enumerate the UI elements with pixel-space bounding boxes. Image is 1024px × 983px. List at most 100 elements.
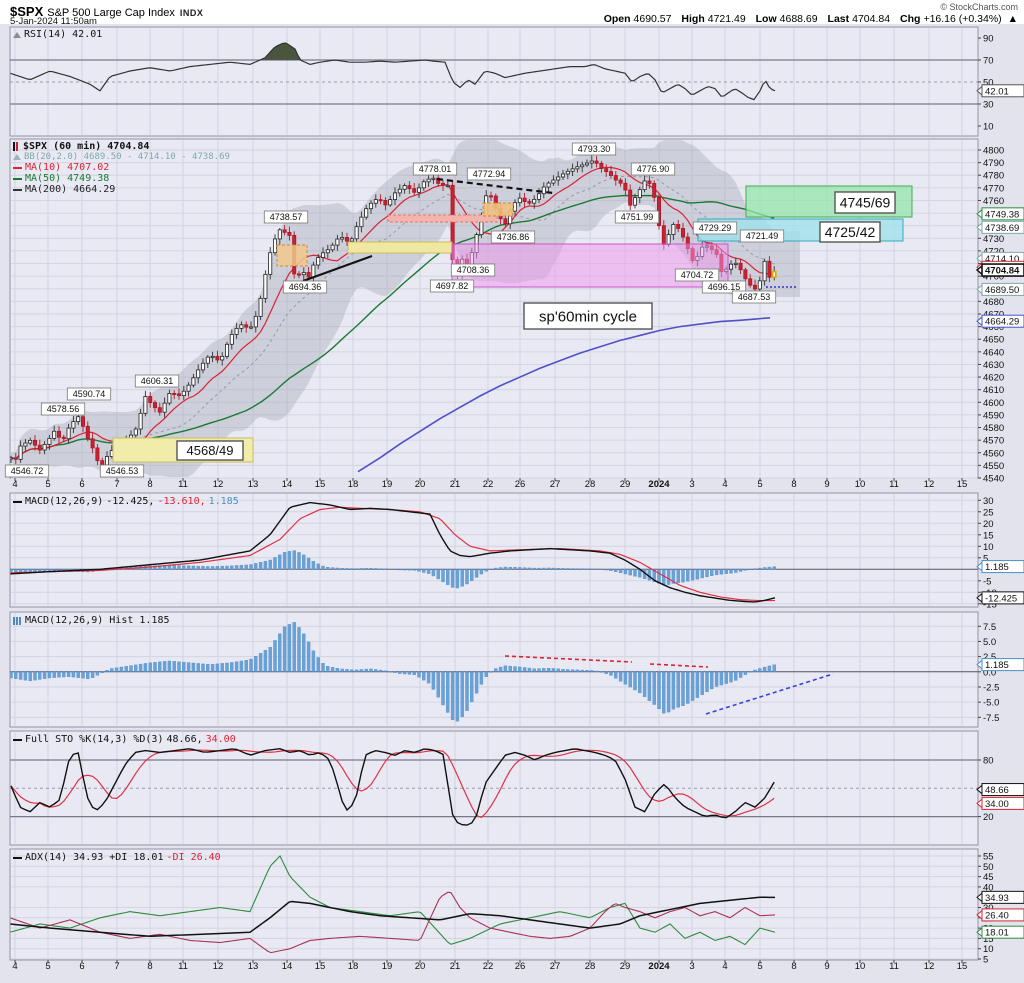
annotation-text: 4568/49 <box>187 443 234 458</box>
macd-hist-bar <box>618 569 623 574</box>
macd-hist-bar <box>215 566 220 570</box>
x-axis-label: 9 <box>824 961 829 972</box>
hist-bar <box>455 671 460 722</box>
candle-body <box>618 179 623 184</box>
macd-hist-bar <box>575 568 580 570</box>
axis-tick-label: 15 <box>983 530 994 541</box>
x-axis-label: 20 <box>415 479 426 490</box>
macd-hist-bar <box>249 564 253 570</box>
price-label-box <box>490 230 536 244</box>
x-axis-label: 19 <box>382 479 393 490</box>
candle-body <box>359 216 364 228</box>
x-axis-label: 14 <box>282 479 293 490</box>
hist-bar <box>474 671 479 694</box>
price-label-box <box>614 210 660 224</box>
hist-bar <box>556 668 560 673</box>
hist-bar <box>354 669 359 672</box>
macd-hist-bar <box>359 568 364 570</box>
candle-body <box>642 180 647 191</box>
price-label: 4696.15 <box>708 282 741 292</box>
hist-bar <box>489 671 493 673</box>
candle-body <box>532 198 537 204</box>
macd-hist-bar <box>753 568 757 570</box>
axis-tick-label: 5 <box>983 955 988 966</box>
macd-hist-bar <box>695 569 700 580</box>
low-label: Low <box>755 13 777 25</box>
candle-body <box>623 182 628 191</box>
candle-body <box>407 185 412 190</box>
macd-hist-bar <box>513 567 517 570</box>
candle-body <box>81 416 86 427</box>
macd-hist-bar <box>719 569 724 575</box>
macd-value: -12.425, <box>106 496 155 507</box>
hist-panel <box>9 611 979 728</box>
candle-body <box>263 273 268 299</box>
chg-value: +16.16 (+0.34%) <box>923 13 1002 25</box>
macd-hist-bar <box>762 567 767 570</box>
macd-hist-bar <box>316 563 320 570</box>
hist-bar <box>546 668 551 673</box>
rsi-legend-text: RSI(14) 42.01 <box>24 29 103 40</box>
histogram-icon <box>13 616 22 625</box>
hist-bar <box>297 627 301 673</box>
hist-bar <box>719 671 724 686</box>
macd-hist-bar <box>628 569 632 576</box>
candle-body <box>316 257 321 266</box>
hist-bar <box>167 660 172 673</box>
macd-hist-bar <box>729 569 733 574</box>
hist-bar <box>753 669 757 673</box>
macd-hist-bar <box>417 569 421 572</box>
macd-hist-bar <box>542 567 546 570</box>
macd-hist-bar <box>657 569 661 584</box>
adx-legend-black: ADX(14) 34.93 +DI 18.01 <box>25 852 164 863</box>
candle-body <box>157 407 162 413</box>
axis-tick-label: 4700 <box>983 272 1004 283</box>
hist-bar <box>470 671 474 703</box>
macd-hist-bar <box>450 569 455 588</box>
axis-tick-label: 25 <box>983 507 994 518</box>
candle-body <box>196 369 201 379</box>
price-label-box <box>66 387 112 401</box>
price-label: 4697.82 <box>436 281 469 291</box>
axis-tick-label: 4780 <box>983 171 1004 182</box>
hist-bar <box>652 671 656 705</box>
hist-bar <box>618 671 623 682</box>
hist-bar <box>700 671 704 695</box>
candle-body <box>138 412 143 430</box>
macd-hist-bar <box>666 569 671 585</box>
candle-body <box>152 402 157 409</box>
value-pill <box>981 796 1024 810</box>
candle-body <box>253 315 258 328</box>
value-pill <box>981 908 1024 922</box>
macd-hist-bar <box>532 567 536 570</box>
x-axis-label: 18 <box>348 961 359 972</box>
price-label: 4694.36 <box>289 282 322 292</box>
candle-body <box>527 201 532 204</box>
band-icon <box>13 154 21 160</box>
price-label: 4578.56 <box>47 404 80 414</box>
hist-bar <box>628 671 632 688</box>
hist-bar <box>234 661 239 672</box>
hist-bar <box>671 671 676 710</box>
candle-body <box>613 175 618 181</box>
axis-tick-label: 4590 <box>983 410 1004 421</box>
hist-bar <box>350 669 354 673</box>
price-label: 4546.72 <box>11 466 44 476</box>
annotation-box <box>523 302 653 330</box>
hist-bar <box>282 626 287 673</box>
hist-bar <box>57 671 61 678</box>
candle-body <box>52 430 57 439</box>
rsi-plot <box>10 42 776 101</box>
hist-bar <box>729 671 733 683</box>
macd-hist-bar <box>714 569 719 576</box>
sto-legend-name: Full STO %K(14,3) %D(3) <box>25 734 164 745</box>
hist-bar <box>642 671 647 697</box>
price-label: 4590.74 <box>73 389 106 399</box>
hist-bar <box>575 669 580 672</box>
candle-body <box>18 445 23 460</box>
price-label-box <box>739 229 785 243</box>
candle-body <box>325 249 330 254</box>
candle-body <box>200 362 205 371</box>
hist-bar <box>62 671 66 678</box>
price-label-box <box>429 279 475 293</box>
